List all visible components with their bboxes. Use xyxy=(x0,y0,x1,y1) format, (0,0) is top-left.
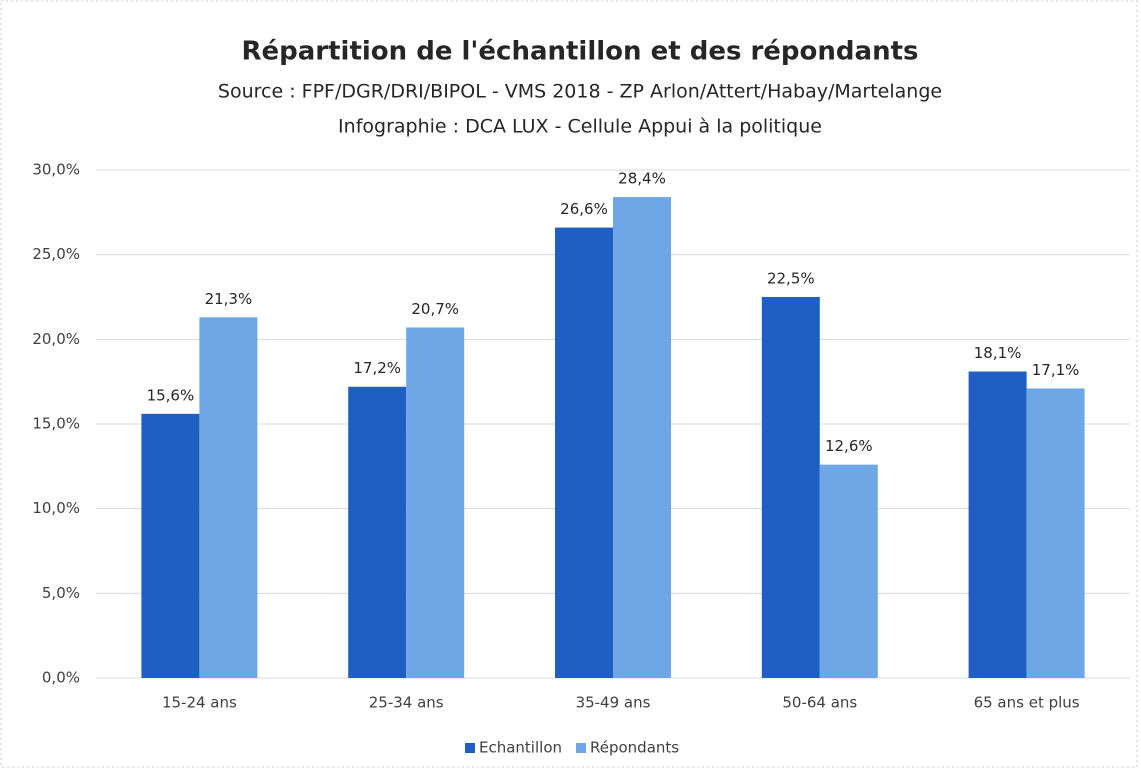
legend-label: Echantillon xyxy=(479,739,562,757)
y-tick-label: 15,0% xyxy=(32,415,80,433)
bar xyxy=(348,386,407,678)
y-tick-label: 25,0% xyxy=(32,245,80,263)
data-label: 15,6% xyxy=(147,386,195,404)
bar xyxy=(613,197,671,679)
data-label: 17,2% xyxy=(353,359,401,377)
x-tick-label: 25-34 ans xyxy=(369,694,444,712)
y-tick-label: 0,0% xyxy=(42,669,80,687)
data-label: 21,3% xyxy=(205,290,253,308)
bar xyxy=(1026,388,1085,678)
bar xyxy=(819,464,878,678)
legend-swatch xyxy=(576,743,586,753)
x-tick-label: 65 ans et plus xyxy=(974,694,1080,712)
y-tick-label: 20,0% xyxy=(32,330,80,348)
legend-label: Répondants xyxy=(590,739,679,757)
data-label: 22,5% xyxy=(767,270,815,288)
bar xyxy=(761,297,820,678)
data-label: 28,4% xyxy=(618,170,666,188)
y-tick-label: 10,0% xyxy=(32,499,80,517)
data-label: 26,6% xyxy=(560,200,608,218)
bar xyxy=(199,317,258,678)
bar xyxy=(968,371,1027,678)
data-label: 18,1% xyxy=(974,344,1022,362)
bar xyxy=(141,413,200,678)
chart-subtitle: Source : FPF/DGR/DRI/BIPOL - VMS 2018 - … xyxy=(218,81,942,103)
y-tick-label: 5,0% xyxy=(42,584,80,602)
x-tick-label: 35-49 ans xyxy=(576,694,651,712)
y-tick-label: 30,0% xyxy=(32,161,80,179)
x-tick-label: 50-64 ans xyxy=(782,694,857,712)
bar xyxy=(406,327,465,678)
legend-swatch xyxy=(465,743,475,753)
bar xyxy=(555,227,613,678)
data-label: 20,7% xyxy=(411,300,459,318)
chart-subtitle: Infographie : DCA LUX - Cellule Appui à … xyxy=(338,116,822,138)
data-label: 17,1% xyxy=(1032,361,1080,379)
data-label: 12,6% xyxy=(825,437,873,455)
chart-title: Répartition de l'échantillon et des répo… xyxy=(241,37,918,67)
x-tick-label: 15-24 ans xyxy=(162,694,237,712)
